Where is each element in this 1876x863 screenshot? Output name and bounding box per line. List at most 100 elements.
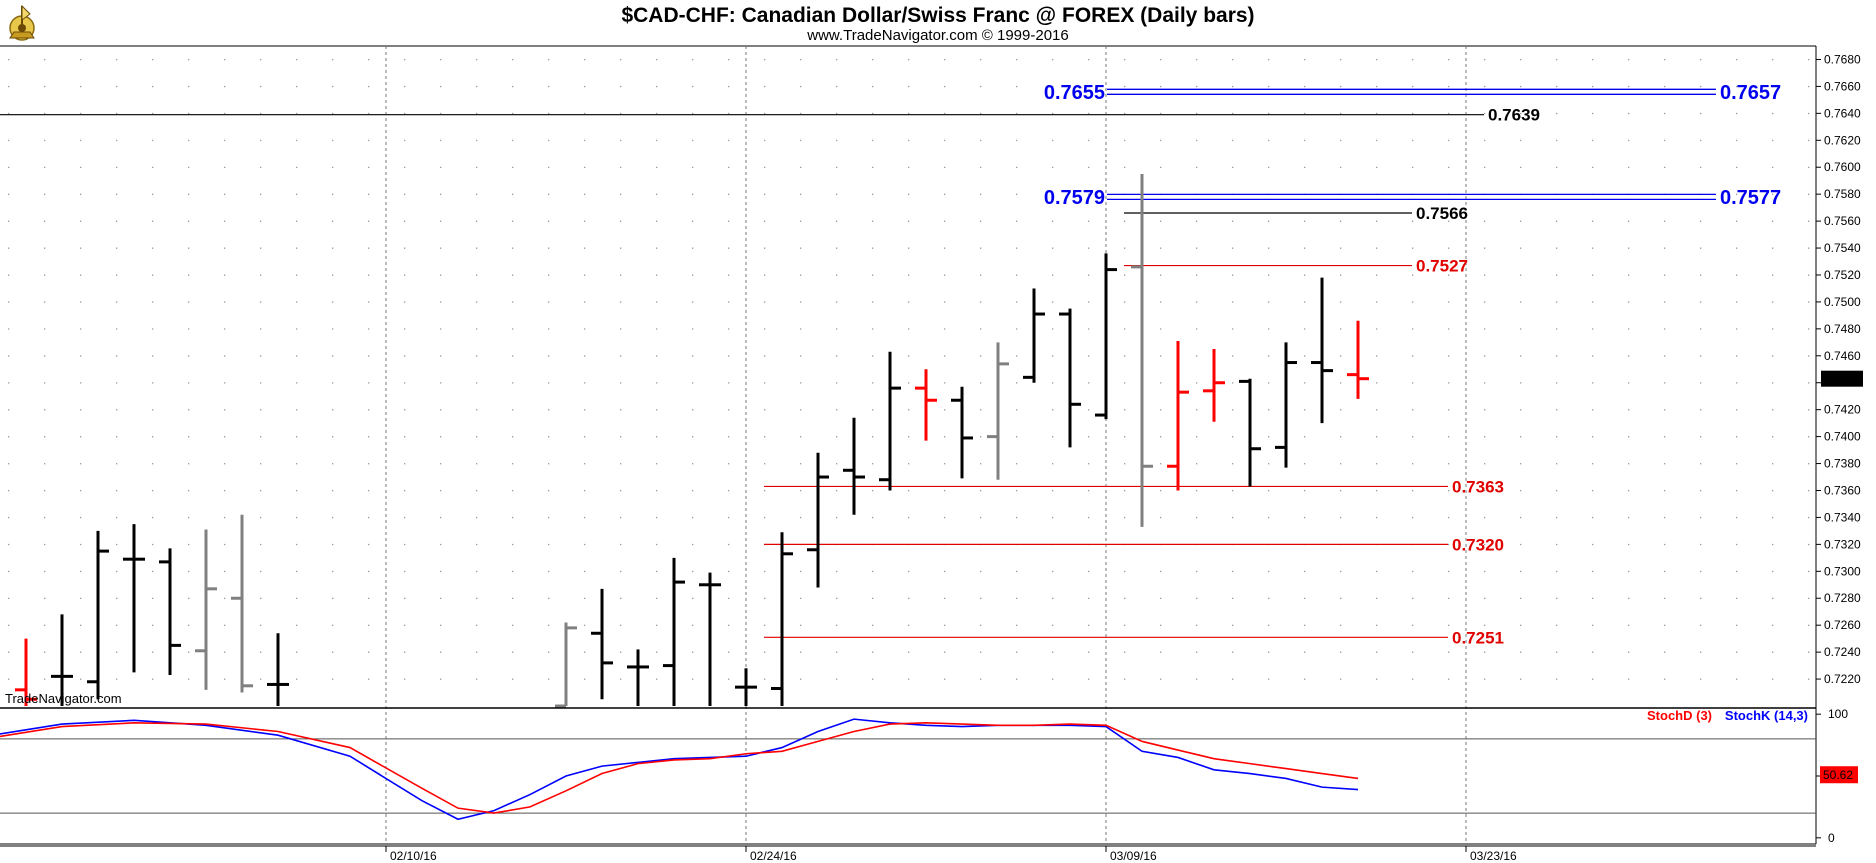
- grid-dot: [620, 516, 622, 519]
- grid-dot: [1592, 355, 1594, 357]
- grid-dot: [368, 436, 370, 438]
- grid-dot: [440, 301, 442, 303]
- grid-dot: [1052, 166, 1054, 169]
- grid-dot: [944, 463, 946, 465]
- grid-dot: [692, 193, 694, 195]
- grid-dot: [1664, 651, 1666, 653]
- grid-dot: [1088, 570, 1090, 573]
- grid-dot: [1124, 516, 1126, 519]
- grid-dot: [1772, 328, 1774, 330]
- grid-dot: [584, 274, 586, 276]
- grid-dot: [224, 139, 226, 142]
- grid-dot: [1412, 597, 1414, 600]
- grid-dot: [1448, 328, 1450, 330]
- grid-dot: [872, 166, 874, 169]
- grid-dot: [1376, 597, 1378, 600]
- grid-dot: [404, 355, 406, 357]
- grid-dot: [1124, 489, 1126, 492]
- grid-dot: [1628, 58, 1630, 61]
- y-tick-label: 0.7220: [1824, 672, 1861, 686]
- grid-dot: [1736, 85, 1738, 88]
- stochastic-panel: 10050050.62 StochD (3) StochK (14,3): [0, 707, 1858, 845]
- grid-dot: [656, 382, 658, 384]
- grid-dot: [512, 409, 514, 411]
- grid-dot: [152, 301, 154, 303]
- y-tick-label: 0.7500: [1824, 295, 1861, 309]
- grid-dot: [1736, 193, 1738, 195]
- grid-dot: [620, 570, 622, 573]
- grid-dot: [1376, 274, 1378, 276]
- grid-dot: [1232, 382, 1234, 384]
- grid-dot: [1448, 247, 1450, 249]
- grid-dot: [1088, 516, 1090, 519]
- grid-dot: [1520, 220, 1522, 222]
- grid-dot: [1628, 112, 1630, 115]
- grid-dot: [296, 58, 298, 61]
- grid-dot: [1772, 489, 1774, 492]
- grid-dot: [1088, 139, 1090, 142]
- grid-dot: [440, 166, 442, 169]
- grid-dot: [332, 409, 334, 411]
- grid-dot: [584, 328, 586, 330]
- grid-dot: [764, 570, 766, 573]
- grid-dot: [1304, 489, 1306, 492]
- grid-dot: [1376, 301, 1378, 303]
- grid-dot: [1124, 274, 1126, 276]
- grid-dot: [404, 543, 406, 546]
- grid-dot: [1772, 624, 1774, 626]
- grid-dot: [728, 112, 730, 115]
- grid-dot: [476, 355, 478, 357]
- grid-dot: [1016, 409, 1018, 411]
- grid-dot: [800, 463, 802, 465]
- grid-dot: [1592, 274, 1594, 276]
- grid-dot: [368, 220, 370, 222]
- grid-dot: [1520, 489, 1522, 492]
- grid-dot: [764, 651, 766, 653]
- grid-dot: [1340, 436, 1342, 438]
- grid-dot: [1376, 58, 1378, 61]
- grid-dot: [440, 139, 442, 142]
- grid-dot: [1484, 382, 1486, 384]
- grid-dot: [80, 274, 82, 276]
- grid-dot: [980, 463, 982, 465]
- grid-dot: [80, 247, 82, 249]
- grid-dot: [1628, 543, 1630, 546]
- grid-dot: [1052, 489, 1054, 492]
- grid-dot: [512, 651, 514, 653]
- grid-dot: [1736, 382, 1738, 384]
- grid-dot: [1232, 220, 1234, 222]
- grid-dot: [1412, 112, 1414, 115]
- grid-dot: [1808, 58, 1810, 61]
- grid-dot: [368, 543, 370, 546]
- grid-dot: [512, 570, 514, 573]
- grid-dot: [80, 220, 82, 222]
- grid-dot: [260, 597, 262, 600]
- grid-dot: [944, 570, 946, 573]
- grid-dot: [728, 624, 730, 626]
- grid-dot: [260, 139, 262, 142]
- grid-dot: [8, 489, 10, 492]
- grid-dot: [1592, 570, 1594, 573]
- grid-dot: [1268, 247, 1270, 249]
- grid-dot: [8, 247, 10, 249]
- grid-dot: [116, 328, 118, 330]
- grid-dot: [908, 193, 910, 195]
- grid-dot: [1088, 85, 1090, 88]
- grid-dot: [1808, 139, 1810, 142]
- grid-dot: [548, 678, 550, 680]
- grid-dot: [692, 301, 694, 303]
- grid-dot: [332, 436, 334, 438]
- grid-dot: [1052, 58, 1054, 61]
- grid-dot: [1052, 436, 1054, 438]
- grid-dot: [1124, 597, 1126, 600]
- grid-dot: [944, 436, 946, 438]
- y-tick-label: 0.7280: [1824, 591, 1861, 605]
- grid-dot: [1772, 597, 1774, 600]
- grid-dot: [1736, 570, 1738, 573]
- grid-dot: [1700, 274, 1702, 276]
- grid-dot: [1448, 112, 1450, 115]
- grid-dot: [116, 247, 118, 249]
- grid-dot: [8, 463, 10, 465]
- grid-dot: [1268, 301, 1270, 303]
- grid-dot: [1808, 516, 1810, 519]
